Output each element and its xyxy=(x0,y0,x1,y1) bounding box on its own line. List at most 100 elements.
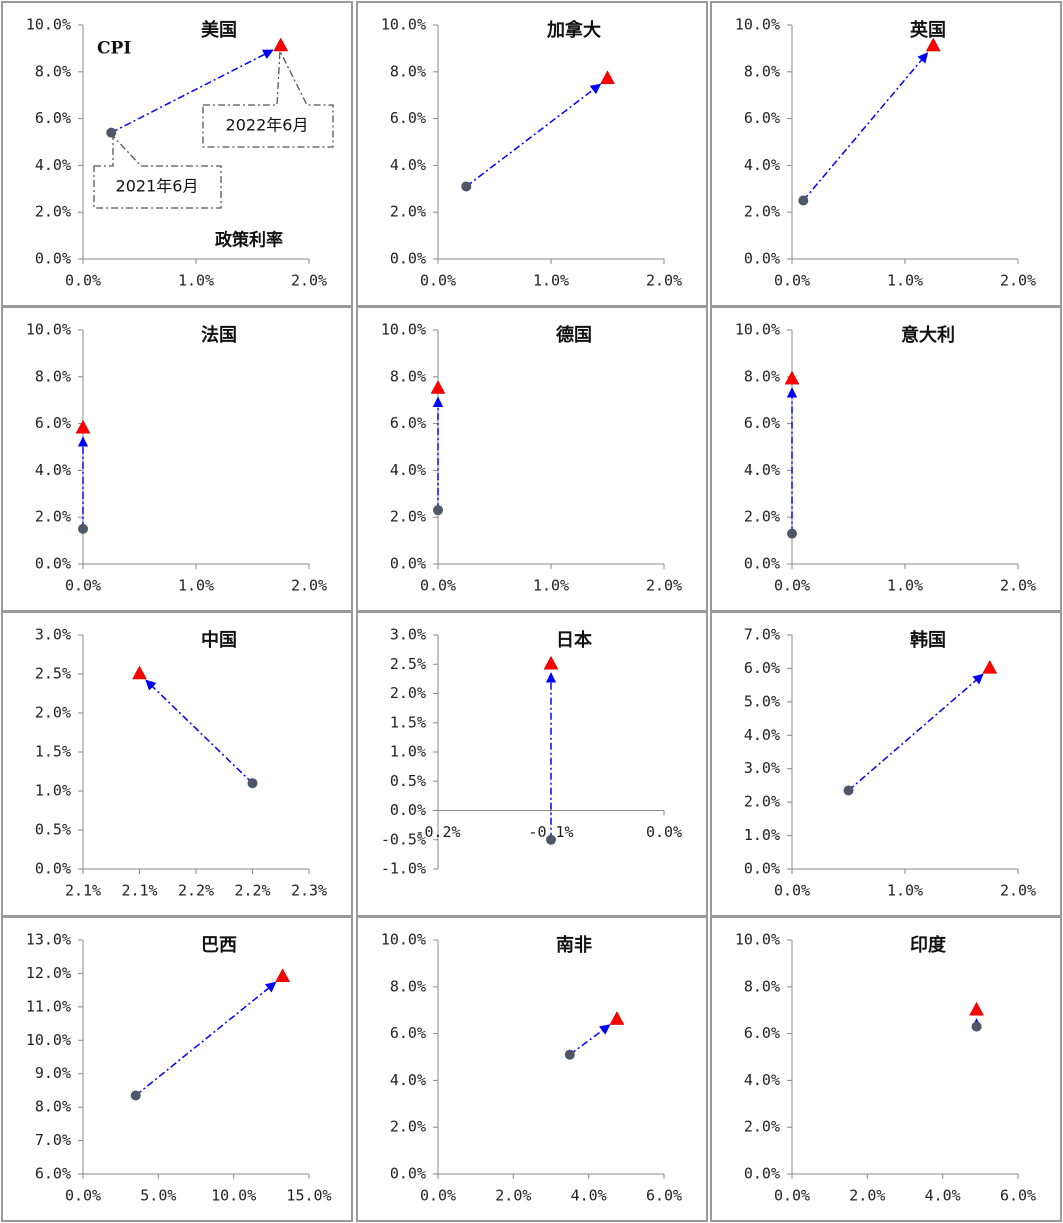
start-point xyxy=(78,523,88,534)
y-tick-label: 4.0% xyxy=(744,1071,780,1089)
x-tick-label: 2.0% xyxy=(495,1187,531,1205)
chart-panel: 0.0% 2.0% 4.0% 6.0% 8.0% 10.0% 0.0% 1.0% 2.0% 美国 C… xyxy=(1,1,353,307)
chart-panel: 6.0% 7.0% 8.0% 9.0% 10.0% 11.0% 12.0% 13.0% 0.0%… xyxy=(1,916,353,1222)
y-tick-label: 2.0% xyxy=(35,203,71,221)
start-point xyxy=(787,528,797,539)
y-tick-label: 8.0% xyxy=(35,367,71,385)
chart-title: 意大利 xyxy=(901,324,955,346)
x-tick-label: 2.0% xyxy=(291,272,327,290)
y-tick-label: 4.0% xyxy=(35,461,71,479)
end-point xyxy=(600,70,615,85)
end-point xyxy=(132,665,147,680)
chart-title: 巴西 xyxy=(201,935,237,956)
y-tick-label: 2.0% xyxy=(390,508,426,526)
chart-panel: 0.0% 2.0% 4.0% 6.0% 8.0% 10.0% 0.0% 1.0% 2.0% 加拿大 xyxy=(356,1,708,307)
end-point xyxy=(609,1011,625,1025)
x-tick-label: 6.0% xyxy=(646,1187,682,1205)
y-tick-label: 8.0% xyxy=(390,977,426,995)
x-tick-label: 0.0% xyxy=(420,272,456,290)
end-point xyxy=(273,37,289,52)
start-point xyxy=(247,778,258,789)
y-tick-label: 4.0% xyxy=(35,156,71,174)
chart-panel: 0.0% 2.0% 4.0% 6.0% 8.0% 10.0% 0.0% 2.0% 4.0% 6.0… xyxy=(710,916,1062,1222)
y-tick-label: 2.0% xyxy=(35,508,71,526)
y-tick-label: 10.0% xyxy=(26,1031,71,1049)
y-tick-label: 11.0% xyxy=(26,997,71,1015)
y-tick-label: 6.0% xyxy=(744,1024,780,1042)
y-tick-label: 13.0% xyxy=(26,931,71,949)
panel-border xyxy=(1,611,353,917)
y-tick-label: -0.5% xyxy=(381,830,426,848)
end-point xyxy=(543,655,559,670)
y-tick-label: 6.0% xyxy=(744,414,780,432)
y-tick-label: 0.0% xyxy=(35,555,71,573)
y-tick-label: 10.0% xyxy=(26,16,71,34)
y-tick-label: 0.0% xyxy=(390,1165,426,1183)
y-tick-label: 4.0% xyxy=(390,156,426,174)
y-tick-label: 4.0% xyxy=(390,461,426,479)
x-tick-label: 15.0% xyxy=(286,1187,331,1205)
x-tick-label: 2.2% xyxy=(178,882,214,900)
change-arrow xyxy=(110,49,274,134)
y-tick-label: 5.0% xyxy=(744,692,780,710)
y-tick-label: 8.0% xyxy=(744,367,780,385)
panel-border xyxy=(1,916,353,1222)
x-tick-label: 0.0% xyxy=(774,1187,810,1205)
panel-border xyxy=(1,306,353,612)
y-tick-label: 6.0% xyxy=(390,109,426,127)
x-tick-label: 2.0% xyxy=(849,1187,885,1205)
end-point xyxy=(784,370,800,385)
end-point xyxy=(969,1001,984,1016)
y-tick-label: 6.0% xyxy=(35,109,71,127)
x-tick-label: 1.0% xyxy=(178,577,214,595)
y-tick-label: 2.0% xyxy=(390,684,426,702)
y-tick-label: 1.5% xyxy=(390,713,426,731)
annotation: 2022年6月 xyxy=(226,116,309,135)
y-tick-label: 2.0% xyxy=(390,1118,426,1136)
y-tick-label: 8.0% xyxy=(744,977,780,995)
start-point xyxy=(130,1090,141,1101)
change-arrow xyxy=(802,52,929,201)
y-tick-label: 0.0% xyxy=(744,1165,780,1183)
x-tick-label: 1.0% xyxy=(887,882,923,900)
y-tick-label: 0.0% xyxy=(390,250,426,268)
y-tick-label: 10.0% xyxy=(735,321,780,339)
panel-border xyxy=(356,1,708,307)
panel-border xyxy=(1,1,353,307)
y-tick-label: 1.0% xyxy=(744,826,780,844)
x-tick-label: 2.0% xyxy=(1000,577,1036,595)
y-tick-label: 0.5% xyxy=(390,772,426,790)
callout-box xyxy=(202,48,334,148)
y-tick-label: 10.0% xyxy=(381,16,426,34)
x-tick-label: 2.1% xyxy=(121,882,157,900)
change-arrow xyxy=(569,1024,611,1056)
panel-border xyxy=(356,306,708,612)
y-tick-label: 6.0% xyxy=(35,1165,71,1183)
y-tick-label: 0.0% xyxy=(744,860,780,878)
y-tick-label: 0.0% xyxy=(35,250,71,268)
y-tick-label: 8.0% xyxy=(390,367,426,385)
change-arrow xyxy=(145,679,254,784)
chart-title: 中国 xyxy=(201,629,237,651)
annotation: CPI xyxy=(97,39,131,59)
y-tick-label: 2.0% xyxy=(35,704,71,722)
panel-border xyxy=(710,916,1062,1222)
annotation: 2021年6月 xyxy=(116,177,199,196)
y-tick-label: 4.0% xyxy=(744,461,780,479)
y-tick-label: 2.5% xyxy=(390,655,426,673)
x-tick-label: 2.0% xyxy=(646,577,682,595)
end-point xyxy=(982,659,998,674)
x-tick-label: 1.0% xyxy=(887,272,923,290)
x-tick-label: 0.0% xyxy=(65,1187,101,1205)
y-tick-label: 2.0% xyxy=(390,203,426,221)
x-tick-label: 4.0% xyxy=(571,1187,607,1205)
y-tick-label: 0.5% xyxy=(35,821,71,839)
y-tick-label: 8.0% xyxy=(390,62,426,80)
y-tick-label: 8.0% xyxy=(35,62,71,80)
chart-panel: 0.0% 2.0% 4.0% 6.0% 8.0% 10.0% 0.0% 1.0% 2.0% 法国 xyxy=(1,306,353,612)
x-tick-label: 1.0% xyxy=(533,272,569,290)
x-tick-label: 0.0% xyxy=(420,577,456,595)
y-tick-label: 10.0% xyxy=(735,931,780,949)
x-tick-label: -0.2% xyxy=(415,823,460,841)
y-tick-label: 10.0% xyxy=(381,931,426,949)
